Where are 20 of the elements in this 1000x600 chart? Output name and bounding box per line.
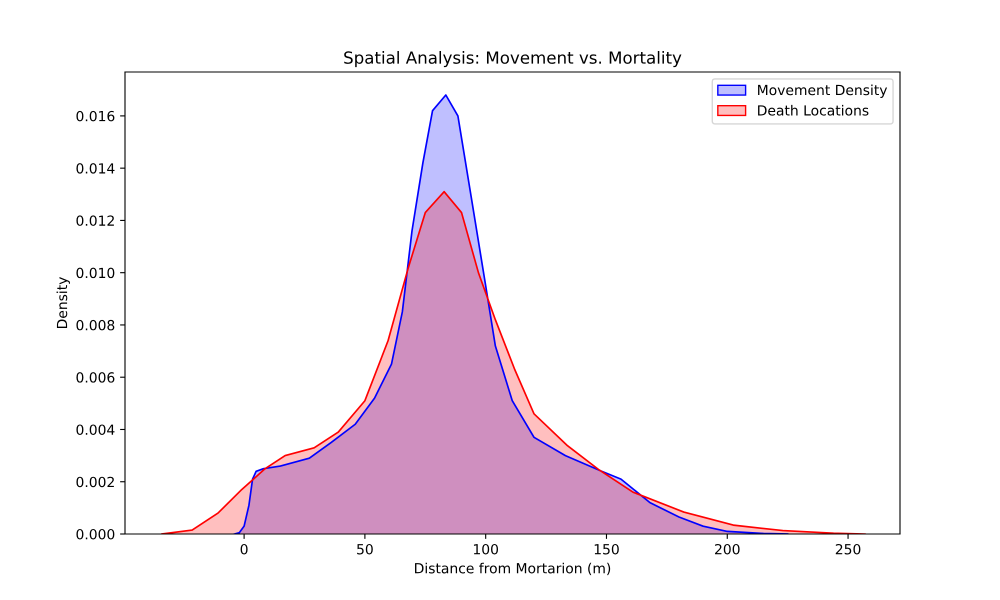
y-tick-label: 0.008 [76,320,114,330]
x-tick-label: 100 [474,544,498,554]
x-tick-label: 50 [357,544,373,554]
y-tick-label: 0.010 [76,268,114,278]
x-tick-label: 150 [594,544,619,554]
chart-title: Spatial Analysis: Movement vs. Mortality [344,51,682,68]
x-tick-label: 250 [836,544,860,554]
legend-label: Movement Density [758,84,888,98]
x-tick-label: 200 [715,544,740,554]
y-tick-label: 0.012 [76,215,114,226]
y-tick-label: 0.000 [76,528,114,540]
legend-label: Death Locations [758,104,868,116]
y-tick-label: 0.006 [76,372,114,383]
x-tick-label: 0 [240,544,248,554]
y-tick-label: 0.002 [76,476,114,488]
x-axis-title: Distance from Mortarion (m) [415,562,610,576]
y-tick-label: 0.016 [76,110,114,122]
y-tick-label: 0.004 [76,424,114,435]
y-axis-title: Density [56,277,70,328]
y-tick-label: 0.014 [76,163,114,174]
